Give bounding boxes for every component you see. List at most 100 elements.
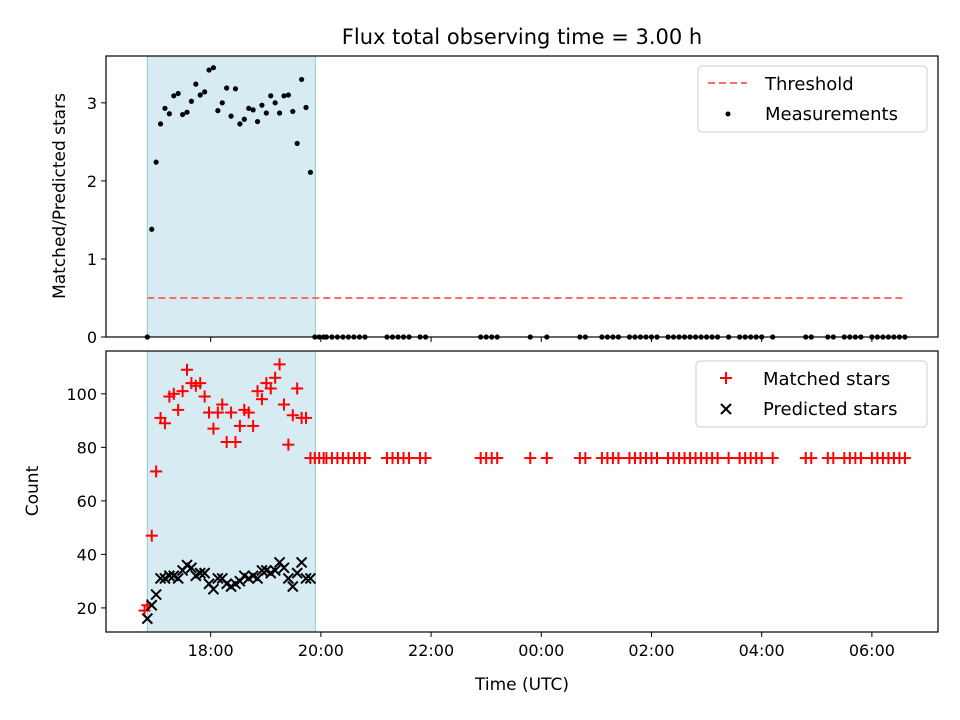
measurement-point <box>206 67 212 73</box>
measurement-point <box>171 93 177 99</box>
x-tick-label: 06:00 <box>849 641 895 660</box>
matched-star-point <box>755 452 768 465</box>
matched-star-point <box>150 465 163 478</box>
measurement-point <box>294 140 300 147</box>
measurement-point <box>263 110 269 116</box>
matched-star-point <box>291 382 304 395</box>
measurement-point <box>303 104 309 111</box>
matched-star-point <box>247 419 260 432</box>
measurement-point <box>162 105 168 111</box>
top-y-tick-label: 1 <box>87 250 97 269</box>
measurement-point <box>299 76 305 83</box>
measurement-point <box>184 109 190 115</box>
matched-star-point <box>198 390 211 403</box>
matched-star-point <box>827 452 840 465</box>
predicted-star-point <box>291 567 303 579</box>
matched-star-point <box>207 422 220 435</box>
measurements-legend-label: Measurements <box>765 104 898 125</box>
predicted-star-point <box>172 572 184 585</box>
measurement-point <box>307 169 314 175</box>
matched-star-point <box>229 435 242 448</box>
top-y-axis-label: Matched/Predicted stars <box>50 93 70 299</box>
measurement-point <box>197 92 203 98</box>
matched-star-point <box>711 452 724 465</box>
matched-stars-legend-swatch <box>720 372 732 384</box>
measurement-point <box>188 98 195 104</box>
matched-star-point <box>277 398 290 411</box>
predicted-star-point <box>256 564 268 577</box>
matched-star-point <box>419 452 432 465</box>
threshold-legend-label: Threshold <box>764 74 854 95</box>
measurement-point <box>219 100 225 106</box>
measurement-point <box>290 108 296 115</box>
predicted-star-point <box>278 562 290 574</box>
matched-star-point <box>300 411 313 424</box>
matched-star-point <box>805 452 818 465</box>
bottom-panel: 20 40 60 80 100 18:00 20:00 22:00 00:00 02:00 04:0… <box>23 350 939 695</box>
matched-star-point <box>898 452 911 465</box>
measurement-point <box>175 90 181 97</box>
measurement-point <box>166 111 172 117</box>
predicted-star-point <box>185 562 198 574</box>
matched-star-point <box>612 452 625 465</box>
measurements-legend-swatch <box>725 111 731 117</box>
measurement-point <box>281 93 287 99</box>
measurement-point <box>224 85 230 91</box>
top-panel: Flux total observing time = 3.00 h 0123 … <box>50 25 939 347</box>
measurement-point <box>193 81 199 87</box>
matched-star-point <box>491 452 504 465</box>
matched-star-point <box>854 452 867 465</box>
matched-star-point <box>722 452 735 465</box>
predicted-star-point <box>304 572 317 585</box>
predicted-star-point <box>207 583 220 595</box>
measurement-point <box>250 107 256 113</box>
measurement-point <box>210 65 217 71</box>
matched-star-point <box>211 406 224 419</box>
bottom-y-tick-label: 40 <box>77 545 97 564</box>
measurement-point <box>272 100 278 106</box>
predicted-star-point <box>146 599 158 611</box>
predicted-stars-legend-label: Predicted stars <box>763 399 897 420</box>
matched-star-point <box>176 385 189 398</box>
matched-star-point <box>403 452 416 465</box>
measurement-point <box>276 110 283 116</box>
matched-star-point <box>180 363 193 376</box>
x-tick-label: 00:00 <box>518 641 564 660</box>
x-tick-label: 04:00 <box>739 641 785 660</box>
matched-star-point <box>216 398 229 411</box>
top-legend-box <box>697 65 928 133</box>
matched-star-point <box>194 377 207 390</box>
matched-star-point <box>540 452 553 465</box>
predicted-star-point <box>295 556 308 569</box>
bottom-y-tick-label: 80 <box>77 438 97 457</box>
matched-star-point <box>650 452 663 465</box>
x-tick-label: 18:00 <box>188 641 234 660</box>
bottom-plot-frame <box>105 350 939 633</box>
measurement-point <box>241 116 247 122</box>
predicted-star-point <box>300 572 312 585</box>
matched-star-point <box>167 387 180 400</box>
matched-star-point <box>282 438 295 451</box>
measurement-point <box>285 92 291 98</box>
matched-star-point <box>264 382 277 395</box>
measurement-point <box>268 93 274 99</box>
matched-star-point <box>273 358 286 371</box>
bottom-y-axis-label: Count <box>23 465 43 516</box>
bottom-legend: Matched stars Predicted stars <box>695 360 928 428</box>
chart-title: Flux total observing time = 3.00 h <box>342 25 702 49</box>
x-axis-label: Time (UTC) <box>474 675 569 695</box>
predicted-star-point <box>150 588 162 601</box>
predicted-star-point <box>251 572 264 585</box>
measurement-point <box>237 121 243 127</box>
matched-star-point <box>158 417 171 430</box>
matched-star-point <box>766 452 779 465</box>
measurement-point <box>228 113 234 119</box>
bottom-legend-box <box>695 360 928 428</box>
predicted-star-point <box>194 567 206 579</box>
top-legend: Threshold Measurements <box>697 65 928 133</box>
measurement-point <box>254 118 261 125</box>
top-y-tick-label: 0 <box>87 328 97 347</box>
predicted-stars-legend-swatch <box>720 403 732 415</box>
top-y-tick-label: 2 <box>87 172 97 191</box>
